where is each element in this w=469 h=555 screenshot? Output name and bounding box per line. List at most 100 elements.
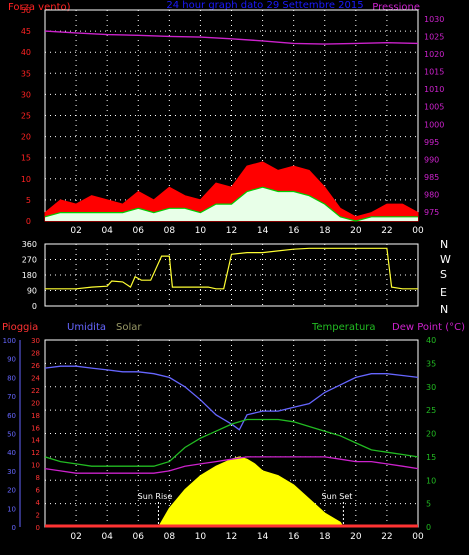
- wind-x-tick-label: 12: [226, 226, 237, 236]
- temperature-y-tick-label: 30: [426, 383, 436, 392]
- wind-y-tick-label: 40: [21, 48, 31, 57]
- pressure-y-tick-label: 1010: [424, 85, 444, 94]
- temperature-line: [44, 418, 419, 467]
- direction-y-tick-label: 90: [27, 287, 37, 296]
- humidity-y-tick-label: 90: [7, 356, 16, 364]
- pressure-y-tick-label: 1025: [424, 32, 444, 41]
- climate-x-tick-label: 14: [257, 532, 269, 542]
- pressure-axis-title: Pressione: [372, 2, 420, 13]
- rain-y-tick-label: 10: [31, 462, 40, 470]
- wind-y-tick-label: 50: [21, 6, 31, 15]
- wind-y-tick-label: 20: [21, 133, 31, 142]
- temperature-y-tick-label: 40: [426, 336, 436, 345]
- rain-y-tick-label: 28: [31, 349, 40, 357]
- rain-y-tick-label: 0: [36, 524, 40, 532]
- wind-avg-line: [44, 186, 418, 222]
- wind-x-tick-label: 06: [133, 226, 145, 236]
- pressure-y-tick-label: 1015: [424, 68, 444, 77]
- rain-y-tick-label: 12: [31, 449, 40, 457]
- pressure-y-tick-label: 980: [424, 191, 439, 200]
- rain-y-tick-label: 26: [31, 362, 40, 370]
- temperature-label: Temperatura: [311, 322, 376, 333]
- climate-x-tick-label: 08: [164, 532, 176, 542]
- rain-label: Pioggia: [2, 322, 38, 333]
- direction-y-tick-label: 360: [22, 240, 37, 249]
- temperature-y-tick-label: 25: [426, 406, 436, 415]
- humidity-y-tick-label: 100: [3, 337, 16, 345]
- direction-frame: [44, 243, 419, 307]
- humidity-label: Umidita: [67, 322, 106, 333]
- climate-x-tick-label: 04: [101, 532, 113, 542]
- pressure-y-tick-label: 985: [424, 173, 439, 182]
- climate-x-tick-label: 02: [70, 532, 81, 542]
- humidity-y-tick-label: 70: [7, 393, 16, 401]
- climate-x-tick-label: 16: [288, 532, 300, 542]
- climate-x-tick-label: 06: [133, 532, 145, 542]
- wind-x-tick-label: 20: [350, 226, 362, 236]
- wind-x-tick-label: 18: [319, 226, 331, 236]
- rain-y-tick-label: 22: [31, 387, 40, 395]
- rain-y-tick-label: 6: [36, 487, 41, 495]
- humidity-y-tick-label: 40: [7, 449, 16, 457]
- rain-y-tick-label: 2: [36, 512, 40, 520]
- wind-y-tick-label: 35: [21, 69, 31, 78]
- dewpoint-label: Dew Point (°C): [392, 322, 465, 333]
- humidity-y-tick-label: 50: [7, 431, 16, 439]
- pressure-y-tick-label: 1020: [424, 50, 444, 59]
- wind-y-tick-label: 25: [21, 112, 31, 121]
- compass-n-top: N: [440, 238, 448, 251]
- direction-y-tick-label: 0: [32, 302, 37, 311]
- wind-x-tick-label: 16: [288, 226, 300, 236]
- dewpoint-line: [44, 456, 419, 474]
- humidity-y-tick-label: 0: [12, 524, 16, 532]
- wind-x-tick-label: 00: [412, 226, 424, 236]
- pressure-y-tick-label: 995: [424, 138, 439, 147]
- wind-y-tick-label: 10: [21, 175, 31, 184]
- pressure-y-tick-label: 1030: [424, 15, 444, 24]
- solar-label: Solar: [116, 322, 142, 333]
- wind-direction-panel: 0 90 180 270 360: [22, 240, 419, 311]
- compass-e: E: [440, 286, 447, 299]
- compass-w: W: [440, 253, 451, 266]
- temperature-y-tick-label: 35: [426, 359, 436, 368]
- humidity-y-tick-label: 20: [7, 487, 16, 495]
- climate-x-tick-label: 18: [319, 532, 331, 542]
- rain-y-tick-label: 8: [36, 474, 40, 482]
- direction-line: [45, 247, 418, 290]
- compass-s: S: [440, 268, 447, 281]
- climate-x-tick-label: 10: [195, 532, 207, 542]
- climate-x-tick-label: 00: [412, 532, 424, 542]
- pressure-y-tick-label: 975: [424, 208, 439, 217]
- temperature-y-tick-label: 10: [426, 476, 436, 485]
- pressure-y-tick-label: 1000: [424, 120, 444, 129]
- rain-y-tick-label: 24: [31, 374, 40, 382]
- solar-area: [45, 456, 418, 528]
- wind-y-tick-label: 30: [21, 90, 31, 99]
- chart-title: 24 hour graph dato 29 Settembre 2015: [166, 0, 363, 11]
- sunrise-label: Sun Rise: [138, 492, 173, 501]
- wind-y-tick-label: 15: [21, 154, 31, 163]
- wind-x-tick-label: 02: [70, 226, 81, 236]
- rain-y-tick-label: 14: [31, 437, 40, 445]
- humidity-y-tick-label: 60: [7, 412, 16, 420]
- humidity-y-tick-label: 80: [7, 374, 16, 382]
- temperature-y-tick-label: 15: [426, 453, 436, 462]
- pressure-y-tick-label: 990: [424, 155, 439, 164]
- wind-x-tick-label: 08: [164, 226, 176, 236]
- rain-y-tick-label: 20: [31, 399, 40, 407]
- wind-x-tick-label: 22: [381, 226, 392, 236]
- temperature-y-tick-label: 5: [426, 500, 431, 509]
- sunset-label: Sun Set: [322, 492, 353, 501]
- wind-pressure-panel: 0510152025303540455097598098599099510001…: [21, 6, 445, 236]
- humidity-line: [44, 365, 419, 431]
- wind-y-tick-label: 45: [21, 27, 31, 36]
- humidity-y-tick-label: 10: [7, 505, 16, 513]
- wind-y-tick-label: 0: [26, 217, 31, 226]
- pressure-line: [44, 30, 419, 45]
- wind-x-tick-label: 14: [257, 226, 269, 236]
- humidity-y-tick-label: 30: [7, 468, 16, 476]
- compass-n-bottom: N: [440, 303, 448, 316]
- direction-y-tick-label: 270: [22, 256, 37, 265]
- rain-y-tick-label: 16: [31, 424, 40, 432]
